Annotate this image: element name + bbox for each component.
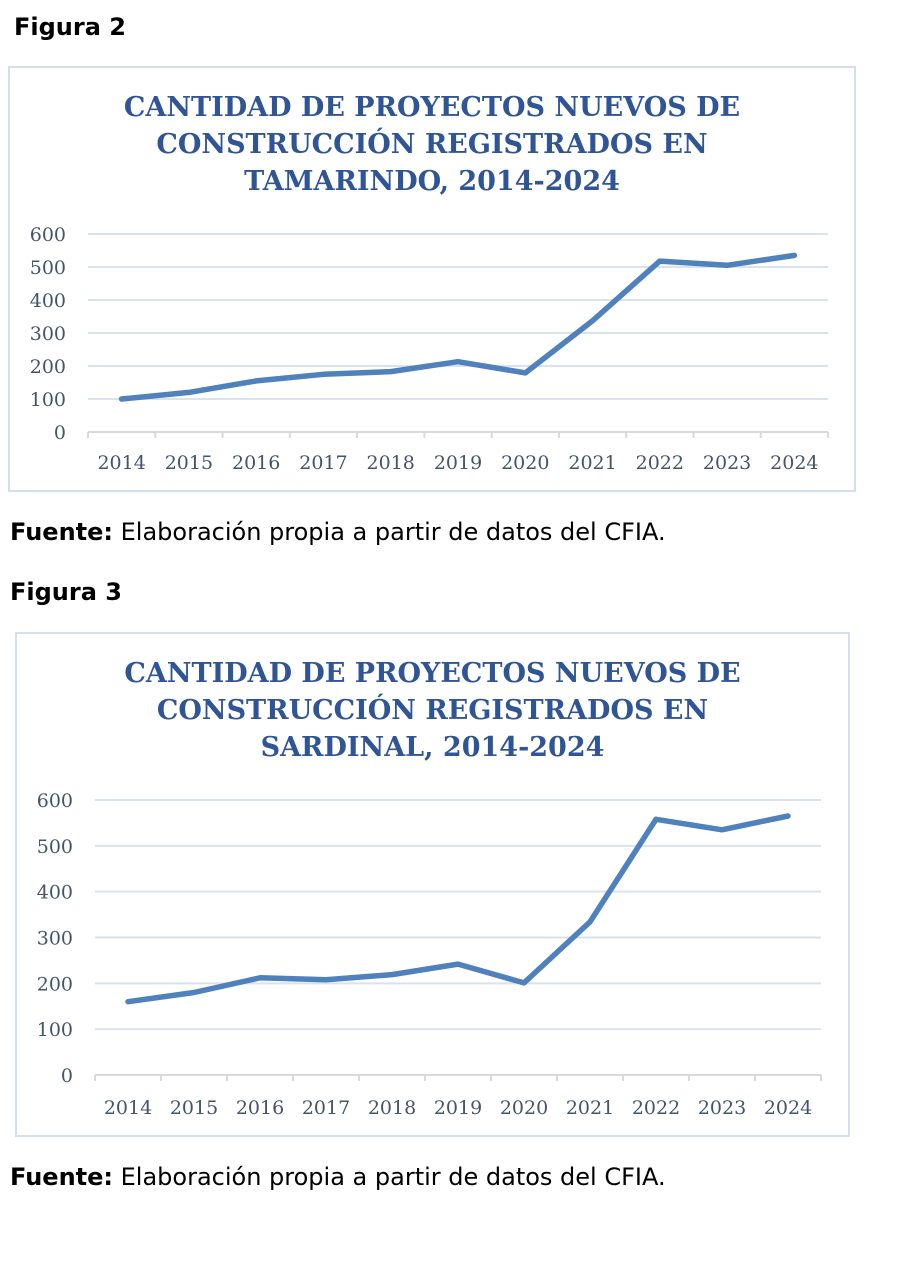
chart-title-line: CONSTRUCCIÓN REGISTRADOS EN [156,129,708,160]
tamarindo-data-point [657,258,663,264]
x-tick-label: 2017 [302,1097,350,1119]
chart-tamarindo-container: CANTIDAD DE PROYECTOS NUEVOS DE CONSTRUC… [8,66,856,492]
y-tick-label: 200 [30,356,66,378]
tamarindo-data-point [388,369,394,375]
sardinal-data-point [587,919,593,925]
y-tick-label: 600 [30,224,66,246]
x-tick-label: 2024 [770,452,818,474]
y-tick-label: 100 [37,1019,73,1041]
y-tick-label: 500 [37,836,73,858]
y-tick-label: 0 [54,422,66,444]
x-tick-label: 2021 [566,1097,614,1119]
x-tick-label: 2018 [367,452,415,474]
chart-tamarindo-plot: 0 100 200 300 400 500 600 2014 2015 2016 2017 2018 2… [30,224,829,474]
tamarindo-data-point [320,371,326,377]
y-tick-label: 500 [30,257,66,279]
chart-sardinal-title: CANTIDAD DE PROYECTOS NUEVOS DE CONSTRUC… [17,655,848,766]
sardinal-data-point [653,816,659,822]
sardinal-data-point [521,980,527,986]
sardinal-data-point [191,990,197,995]
x-tick-label: 2019 [434,1097,482,1119]
x-tick-label: 2024 [764,1097,812,1119]
source-text: Elaboración propia a partir de datos del… [113,1163,666,1191]
tamarindo-data-point [186,389,192,395]
x-tick-label: 2015 [170,1097,218,1119]
sardinal-series-line [125,813,791,1005]
chart-title-line: TAMARINDO, 2014-2024 [244,166,620,197]
x-tick-label: 2023 [703,452,751,474]
x-tick-label: 2022 [636,452,684,474]
x-tick-label: 2014 [104,1097,152,1119]
y-tick-label: 600 [37,790,73,812]
tamarindo-data-point [119,396,125,402]
y-tick-label: 300 [30,323,66,345]
x-tick-label: 2017 [299,452,347,474]
sardinal-data-point [323,977,329,983]
x-tick-label: 2022 [632,1097,680,1119]
sardinal-data-point [455,961,461,967]
tamarindo-series-line [118,252,798,402]
y-tick-label: 400 [30,290,66,312]
x-tick-label: 2014 [97,452,145,474]
figure-2-label: Figura 2 [14,13,126,41]
chart-title-line: SARDINAL, 2014-2024 [260,732,605,763]
chart-tamarindo-title: CANTIDAD DE PROYECTOS NUEVOS DE CONSTRUC… [10,89,854,200]
chart-title-line: CONSTRUCCIÓN REGISTRADOS EN [156,695,709,726]
sardinal-data-point [785,813,791,819]
sardinal-data-point [719,827,725,833]
x-tick-label: 2015 [165,452,213,474]
figure-3-source: Fuente: Elaboración propia a partir de d… [10,1163,666,1191]
x-tick-label: 2023 [698,1097,746,1119]
x-tick-label: 2016 [232,452,280,474]
y-tick-label: 0 [61,1065,73,1087]
figure-3-label: Figura 3 [10,578,122,606]
chart-sardinal-container: CANTIDAD DE PROYECTOS NUEVOS DE CONSTRUC… [15,632,850,1137]
source-text: Elaboración propia a partir de datos del… [113,518,666,546]
chart-title-line: CANTIDAD DE PROYECTOS NUEVOS DE [124,658,741,689]
tamarindo-data-point [791,252,797,258]
x-tick-label: 2016 [236,1097,284,1119]
x-tick-label: 2020 [500,1097,548,1119]
sardinal-data-point [125,999,131,1005]
tamarindo-data-point [590,318,596,324]
sardinal-data-point [389,972,395,978]
source-label: Fuente: [10,518,113,546]
tamarindo-data-point [724,262,730,268]
tamarindo-data-point [522,370,528,376]
source-label: Fuente: [10,1163,113,1191]
x-tick-label: 2019 [434,452,482,474]
tamarindo-data-point [455,359,461,365]
y-tick-label: 300 [37,928,73,950]
x-tick-label: 2018 [368,1097,416,1119]
y-tick-label: 400 [37,882,73,904]
tamarindo-data-point [253,378,259,384]
x-tick-label: 2021 [568,452,616,474]
chart-sardinal-plot: 0 100 200 300 400 500 600 2014 2015 2016 2017 2018 2… [37,790,822,1119]
y-tick-label: 100 [30,389,66,411]
sardinal-data-point [257,975,263,981]
y-tick-label: 200 [37,973,73,995]
x-tick-label: 2020 [501,452,549,474]
figure-2-source: Fuente: Elaboración propia a partir de d… [10,518,666,546]
chart-title-line: CANTIDAD DE PROYECTOS NUEVOS DE [123,92,741,123]
